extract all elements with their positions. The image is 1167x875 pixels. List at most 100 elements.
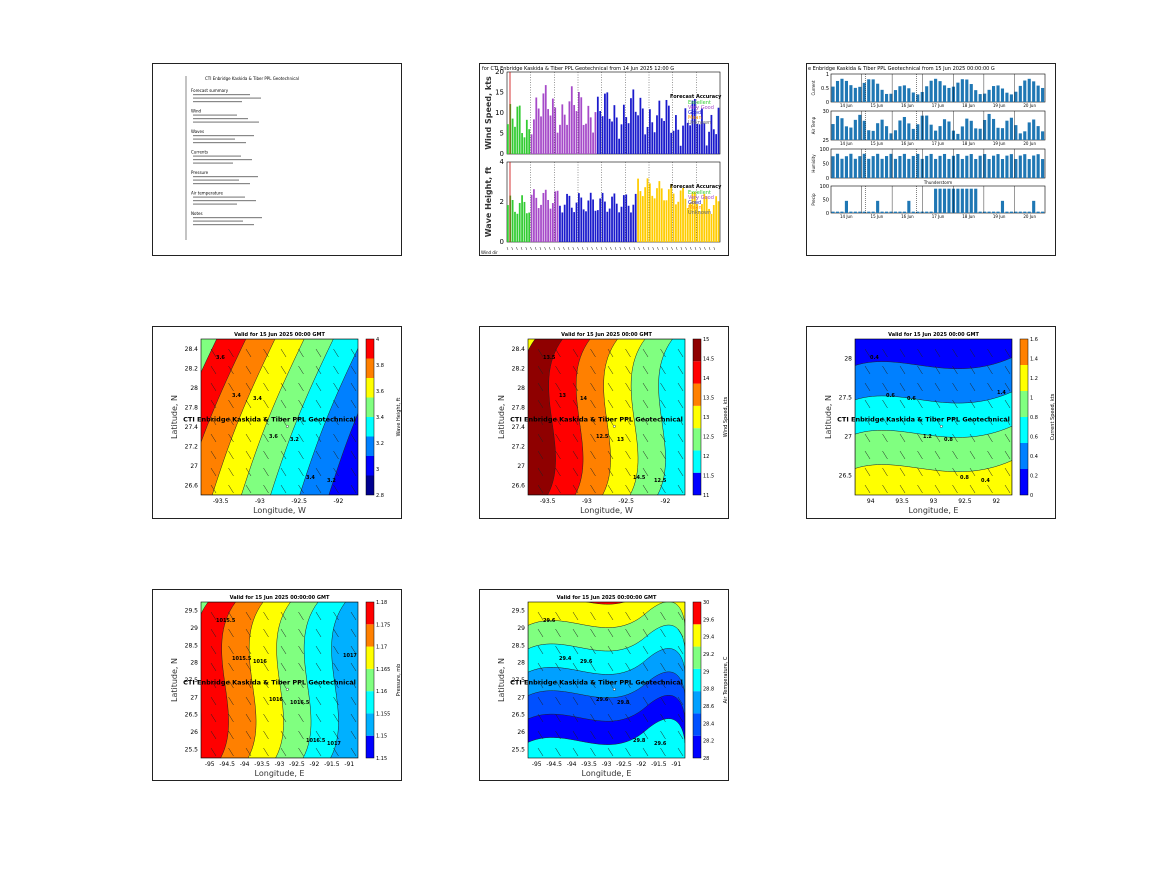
met-0-bar	[907, 88, 911, 102]
map0-arrow	[210, 399, 217, 409]
map1-arrow	[625, 450, 631, 460]
wind-bar	[535, 97, 538, 154]
map3-arrow	[350, 696, 357, 706]
map4-xlabel: Longitude, E	[582, 769, 632, 778]
summary-line	[193, 159, 252, 161]
map4-xtick: -91.5	[651, 761, 667, 768]
met-2-bar	[831, 156, 835, 178]
map0-contour-label: 3.4	[306, 475, 315, 481]
wave-bar	[663, 200, 665, 242]
met-2-bar	[835, 153, 840, 178]
map4-arrow	[572, 747, 579, 757]
map4-colorbar-cell	[693, 602, 701, 625]
map3-cbar-tick: 1.175	[376, 622, 390, 628]
met-3-bar	[831, 211, 835, 213]
map3-arrow	[210, 662, 217, 672]
wave-bar	[651, 195, 654, 242]
map0-cbar-tick: 3	[376, 467, 379, 473]
map4-ytick: 28	[517, 660, 525, 667]
map0-arrow	[298, 382, 304, 392]
map1-arrow	[625, 365, 631, 375]
map1-ytick: 27.2	[512, 443, 526, 450]
map0-arrow	[298, 416, 304, 426]
map0-contour-label: 3.4	[253, 396, 262, 402]
wind-bar	[516, 106, 519, 154]
met-2-bar	[876, 153, 880, 178]
wave-bar	[696, 203, 699, 242]
met-0-ytick: 0	[826, 100, 829, 106]
met-1-bar	[956, 133, 960, 140]
map3-arrow	[333, 713, 339, 723]
map2-arrow	[882, 450, 888, 460]
wave-bar	[611, 196, 613, 242]
wave-legend-title: Forecast Accuracy	[670, 184, 722, 190]
wind-bar	[551, 98, 554, 154]
wave-bar	[667, 189, 670, 242]
map2-arrow	[917, 484, 923, 494]
map1-ytick: 28.4	[512, 346, 526, 353]
map0-arrow	[245, 382, 252, 392]
met-0-bar	[885, 93, 889, 102]
map2-arrow	[864, 433, 871, 443]
met-2-bar	[1023, 154, 1027, 178]
wind-bar	[561, 104, 564, 154]
met-1-bar	[885, 126, 889, 140]
map1-arrow	[642, 365, 649, 375]
map4-colorbar-cell	[693, 646, 701, 669]
met-0-bar	[1027, 78, 1031, 102]
map3-arrow	[315, 645, 322, 655]
wave-bar	[525, 213, 528, 242]
map3-arrow	[280, 628, 287, 638]
met-2-bar	[1036, 154, 1040, 178]
map4-xtick: -94	[567, 761, 577, 768]
wave-bar	[672, 193, 675, 242]
map1-arrow	[625, 433, 631, 443]
summary-section-2: Wind	[191, 109, 202, 114]
met-0-bar	[849, 85, 853, 102]
map0-arrow	[245, 450, 252, 460]
met-2-bar	[1041, 159, 1045, 178]
map3-colorbar-cell	[366, 691, 374, 714]
map4-arrow	[555, 679, 561, 689]
met-0-bar	[987, 89, 991, 102]
map3-arrow	[298, 645, 304, 655]
met-1-xtick: 16 Jun	[901, 141, 914, 146]
map4-xtick: -92.5	[616, 761, 632, 768]
map1-arrow	[590, 365, 596, 375]
map2-arrow	[864, 399, 871, 409]
summary-section-5: Pressure	[191, 170, 209, 175]
map4-xtick: -92	[636, 761, 646, 768]
map3-colorbar-cell	[366, 713, 374, 736]
map1-arrow	[537, 399, 544, 409]
met-0-bar	[1005, 92, 1009, 102]
wave-bar	[656, 188, 658, 242]
summary-line	[193, 176, 258, 178]
map1-contour-label: 12.5	[596, 434, 609, 440]
met-3-xtick: 14 Jun	[840, 214, 853, 219]
wind-bar	[521, 133, 523, 154]
met-1-bar	[1023, 131, 1027, 140]
map3-xtick: -91.5	[324, 761, 340, 768]
met-bars-svg: e Enbridge Kaskida & Tiber PPL Geotechni…	[808, 66, 1046, 219]
map4-arrow	[537, 730, 544, 740]
map3-arrow	[245, 645, 252, 655]
wave-bar	[563, 204, 566, 242]
map2-cbar-tick: 1	[1030, 396, 1033, 402]
map4-ytick: 28.5	[512, 642, 526, 649]
map4-site-marker	[612, 687, 616, 691]
map0-ytick: 27	[190, 463, 198, 470]
met-2-bar	[987, 158, 991, 178]
map2-cbar-label: Current Speed, kts	[1050, 393, 1055, 440]
map4-ytick: 29	[517, 625, 525, 632]
wave-bar	[658, 181, 661, 242]
wind-bar	[511, 118, 514, 154]
map4-arrow	[555, 611, 561, 621]
met-1-bar	[858, 114, 862, 140]
wave-bar	[627, 205, 630, 242]
wave-bar	[615, 203, 618, 242]
map2-contour-label: 0.8	[960, 475, 969, 481]
map3-cbar-label: Pressure, mb	[396, 664, 401, 697]
map1-arrow	[555, 467, 561, 477]
wind-bar	[632, 89, 635, 154]
map4-arrow	[642, 611, 649, 621]
